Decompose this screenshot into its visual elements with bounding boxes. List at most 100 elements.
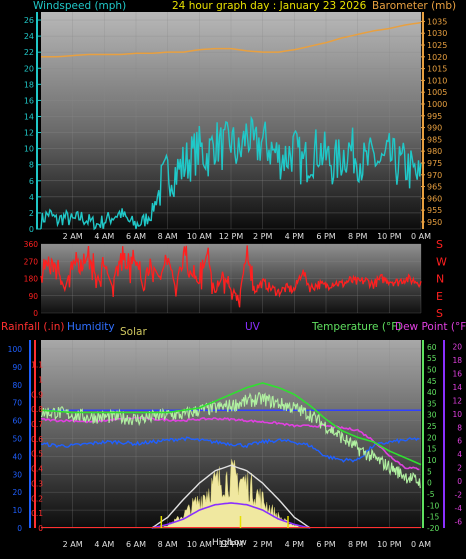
wind-tick-label: 6 (29, 177, 34, 186)
humidity-tick-label: 50 (12, 434, 22, 443)
temp-tick-label: -20 (427, 524, 439, 533)
temp-tick-label: 35 (427, 399, 437, 408)
temp-tick-label: 0 (427, 479, 432, 488)
temp-label: Temperature (°F) (311, 321, 401, 333)
temp-tick-label: -15 (427, 513, 439, 522)
compass-label: N (436, 273, 444, 286)
wind-tick-label: 4 (29, 193, 34, 202)
humidity-tick-label: 90 (12, 363, 22, 372)
wind-tick-label: 26 (24, 16, 34, 25)
x-tick-label: 12 PM (219, 232, 244, 241)
x-tick-label: 8 PM (348, 540, 367, 549)
temp-tick-label: 50 (427, 365, 437, 374)
dew-tick-label: 12 (452, 396, 462, 405)
dew-tick-label: 20 (452, 343, 462, 352)
dew-tick-label: 16 (452, 370, 462, 379)
rain-tick-label: 0.1 (31, 509, 43, 518)
axes-layer: 0246810121416182022242695095596096597097… (8, 12, 463, 549)
x-tick-label: 2 AM (63, 232, 83, 241)
humidity-tick-label: 0 (17, 524, 22, 533)
baro-tick-label: 955 (427, 206, 442, 215)
wind-axis-label: Windspeed (mph) (33, 0, 126, 12)
compass-label: S (436, 307, 443, 320)
x-tick-label: 2 PM (253, 540, 272, 549)
dew-tick-label: -2 (455, 490, 463, 499)
chart-title: 24 hour graph day : January 23 2026 (172, 0, 367, 12)
baro-tick-label: 995 (427, 112, 442, 121)
x-tick-label: 6 AM (126, 232, 146, 241)
clear-sky-solar-series (151, 464, 311, 529)
baro-axis-label: Barometer (mb) (372, 0, 456, 12)
uv-label: UV (245, 321, 261, 333)
temperature-series (41, 392, 421, 489)
baro-tick-label: 960 (427, 194, 442, 203)
wind-direction-series (40, 245, 422, 308)
rain-tick-label: 0.3 (31, 479, 43, 488)
temp-tick-label: -5 (427, 490, 435, 499)
wind-tick-label: 8 (29, 161, 34, 170)
rain-tick-label: 0.7 (31, 420, 43, 429)
x-tick-label: 8 AM (158, 540, 178, 549)
dew-tick-label: 6 (457, 437, 462, 446)
humidity-tick-label: 10 (12, 506, 22, 515)
rain-label: Rainfall (.in) (1, 321, 64, 333)
x-tick-label: 2 PM (253, 232, 272, 241)
compass-label: W (436, 255, 447, 268)
wind-tick-label: 10 (24, 145, 34, 154)
temp-tick-label: 55 (427, 354, 437, 363)
humidity-tick-label: 40 (12, 452, 22, 461)
x-tick-label: 10 PM (377, 232, 402, 241)
wind-tick-label: 2 (29, 209, 34, 218)
series-layer (40, 21, 422, 529)
dew-label: Dew Point (°F) (395, 321, 466, 333)
wind-tick-label: 0 (29, 225, 34, 234)
rain-tick-label: 0 (38, 524, 43, 533)
wind-tick-label: 14 (24, 112, 34, 121)
x-tick-label: 12 PM (219, 540, 244, 549)
wind-tick-label: 24 (24, 32, 34, 41)
baro-tick-label: 1015 (427, 65, 447, 74)
rain-tick-label: 0.4 (31, 465, 43, 474)
baro-tick-label: 985 (427, 135, 442, 144)
wind-tick-label: 16 (24, 96, 34, 105)
baro-tick-label: 1020 (427, 53, 447, 62)
dew-tick-label: 0 (457, 477, 462, 486)
temp-tick-label: 10 (427, 456, 437, 465)
rain-tick-label: 0.8 (31, 405, 43, 414)
direction-tick-label: 0 (33, 309, 38, 318)
direction-tick-label: 180 (24, 275, 39, 284)
x-tick-label: 6 PM (316, 232, 335, 241)
dew-tick-label: -4 (455, 504, 463, 513)
baro-tick-label: 990 (427, 124, 442, 133)
rain-tick-label: 0.6 (31, 435, 43, 444)
wind-tick-label: 18 (24, 80, 34, 89)
temp-tick-label: 5 (427, 467, 432, 476)
baro-tick-label: 980 (427, 147, 442, 156)
x-tick-label: 10 PM (377, 540, 402, 549)
humidity-tick-label: 80 (12, 381, 22, 390)
low-annotation: Low (229, 538, 247, 548)
dew-tick-label: 14 (452, 383, 462, 392)
x-tick-label: 0 AM (411, 540, 431, 549)
compass-label: S (436, 238, 443, 251)
baro-tick-label: 1030 (427, 29, 447, 38)
dew-point-series (40, 416, 420, 471)
x-tick-label: 4 AM (94, 232, 114, 241)
baro-tick-label: 965 (427, 183, 442, 192)
rain-tick-label: 0.2 (31, 494, 43, 503)
wind-tick-label: 22 (24, 48, 34, 57)
x-tick-label: 6 PM (316, 540, 335, 549)
temp-tick-label: 20 (427, 433, 437, 442)
humidity-tick-label: 100 (8, 345, 23, 354)
temp-tick-label: 40 (427, 388, 437, 397)
high-annotation: High (212, 538, 233, 548)
temp-tick-label: 45 (427, 377, 437, 386)
dew-tick-label: 18 (452, 356, 462, 365)
temperature-daily-series (40, 382, 422, 466)
wind-tick-label: 20 (24, 64, 34, 73)
dew-tick-label: 8 (457, 423, 462, 432)
windspeed-series (40, 115, 422, 231)
baro-tick-label: 1010 (427, 76, 447, 85)
dew-tick-label: 10 (452, 410, 462, 419)
